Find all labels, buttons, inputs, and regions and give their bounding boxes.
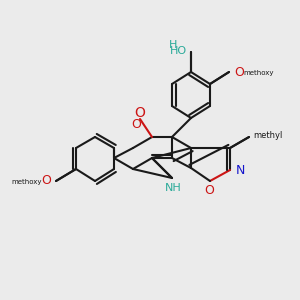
Text: O: O — [204, 184, 214, 196]
Text: O: O — [41, 175, 51, 188]
Text: methoxy: methoxy — [243, 70, 274, 76]
Text: methoxy: methoxy — [11, 179, 42, 185]
Text: methyl: methyl — [253, 131, 282, 140]
Text: HO: HO — [170, 46, 187, 56]
Text: H: H — [169, 40, 177, 50]
Text: O: O — [234, 65, 244, 79]
Text: O: O — [135, 106, 146, 120]
Text: N: N — [236, 164, 245, 176]
Text: O: O — [131, 118, 141, 131]
Text: NH: NH — [165, 183, 182, 193]
